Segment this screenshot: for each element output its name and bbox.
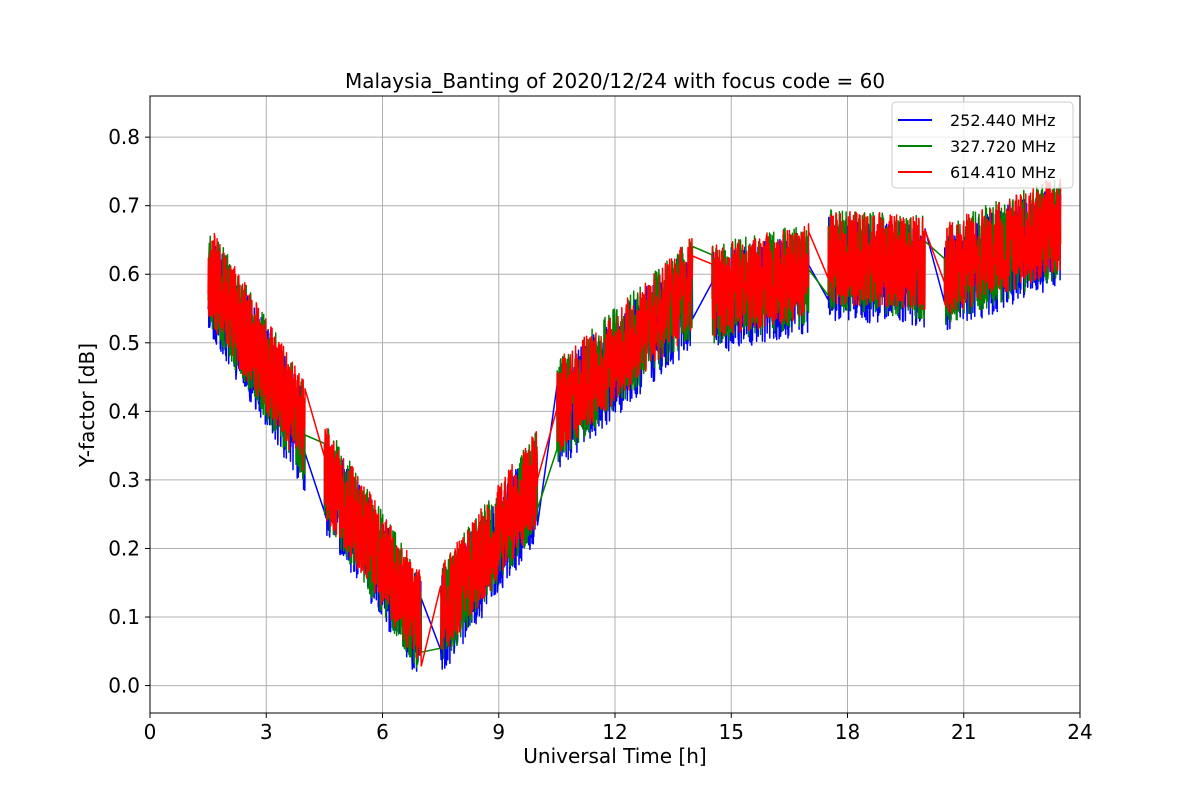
- chart-title: Malaysia_Banting of 2020/12/24 with focu…: [345, 69, 885, 93]
- legend-label-3: 614.410 MHz: [950, 163, 1055, 182]
- y-tick-label: 0.8: [108, 125, 140, 149]
- y-tick-label: 0.1: [108, 605, 140, 629]
- x-tick-label: 0: [144, 720, 157, 744]
- x-tick-label: 3: [260, 720, 273, 744]
- x-tick-label: 21: [951, 720, 976, 744]
- x-tick-label: 24: [1067, 720, 1092, 744]
- y-tick-label: 0.7: [108, 194, 140, 218]
- y-tick-label: 0.0: [108, 674, 140, 698]
- y-axis: 0.0 0.1 0.2 0.3 0.4 0.5 0.6 0.7 0.8: [108, 125, 150, 698]
- x-tick-label: 15: [719, 720, 744, 744]
- x-tick-label: 6: [376, 720, 389, 744]
- y-tick-label: 0.5: [108, 331, 140, 355]
- series-layer: [207, 178, 1062, 672]
- x-tick-label: 18: [835, 720, 860, 744]
- y-axis-label: Y-factor [dB]: [75, 343, 99, 468]
- y-tick-label: 0.6: [108, 262, 140, 286]
- series-line-3: [207, 178, 1062, 667]
- x-axis-label: Universal Time [h]: [523, 744, 706, 768]
- legend-label-2: 327.720 MHz: [950, 137, 1055, 156]
- x-tick-label: 9: [492, 720, 505, 744]
- legend: 252.440 MHz 327.720 MHz 614.410 MHz: [891, 101, 1074, 189]
- legend-label-1: 252.440 MHz: [950, 111, 1055, 130]
- y-tick-label: 0.2: [108, 536, 140, 560]
- legend-box: [891, 101, 1074, 189]
- y-tick-label: 0.4: [108, 399, 140, 423]
- x-tick-label: 12: [602, 720, 627, 744]
- x-axis: 0 3 6 9 12 15 18 21 24: [144, 713, 1093, 744]
- y-tick-label: 0.3: [108, 468, 140, 492]
